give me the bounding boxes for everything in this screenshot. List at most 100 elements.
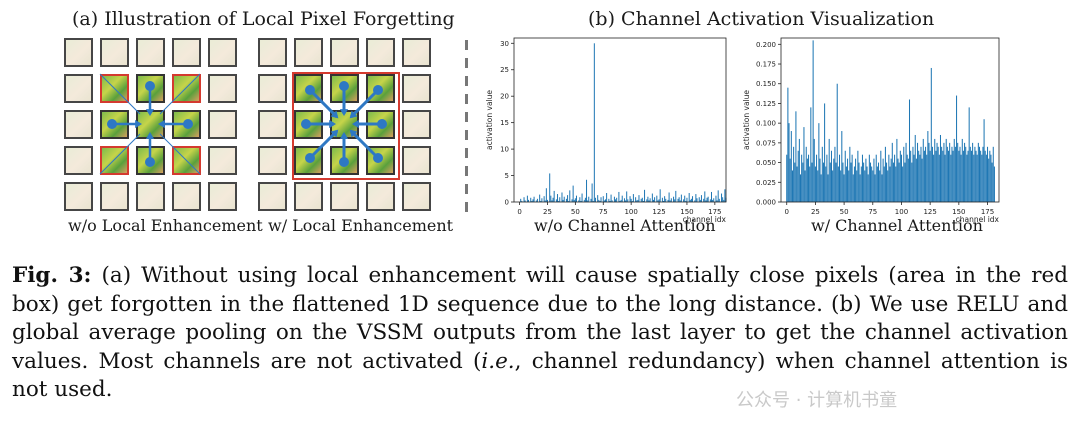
grid-tile: [172, 74, 201, 103]
chart-bar: [879, 170, 881, 202]
chart-bar: [707, 196, 709, 202]
arrow-origin-dot: [377, 119, 387, 129]
y-tick-label: 30: [500, 40, 509, 48]
grid-tile: [402, 146, 431, 175]
arrow-head: [329, 119, 336, 129]
chart-bar: [851, 154, 853, 202]
chart-bar: [863, 162, 865, 202]
x-tick-label: 25: [811, 208, 820, 216]
grid-tile: [100, 146, 129, 175]
chart-bar: [608, 198, 610, 202]
arrow-origin-dot: [373, 85, 383, 95]
chart-bar: [553, 190, 555, 202]
chart-bar: [609, 200, 611, 202]
chart-frame: [780, 37, 1000, 203]
chart-bar: [590, 198, 592, 202]
thin-arrow-line: [99, 133, 141, 175]
y-tick-label: 0.200: [756, 41, 776, 49]
chart-bar: [970, 150, 972, 202]
arrow-line: [350, 130, 380, 160]
chart-bar: [952, 150, 954, 202]
x-tick-label: 150: [952, 208, 965, 216]
chart-bar: [936, 142, 938, 202]
chart-bar: [565, 198, 567, 202]
chart-bar: [907, 158, 909, 202]
separator-dash: [465, 40, 468, 50]
chart-bar: [956, 95, 958, 202]
grid-tile: [330, 38, 359, 67]
chart-bar: [837, 166, 839, 202]
chart-bar: [679, 200, 681, 202]
chart-bar: [652, 199, 654, 202]
chart-bar: [658, 199, 660, 202]
arrow-line: [350, 88, 380, 118]
chart-bar: [972, 142, 974, 202]
chart-bar: [791, 170, 793, 202]
grid-tile: [64, 38, 93, 67]
arrow-head: [330, 129, 339, 138]
chart-bar: [539, 194, 541, 202]
chart-bar: [721, 193, 723, 202]
x-tick-label: 50: [840, 208, 849, 216]
chart-bar: [563, 196, 565, 202]
chart-bar: [669, 200, 671, 202]
thin-arrow-line: [159, 133, 201, 175]
chart-bar: [616, 197, 618, 202]
figure-caption: Fig. 3: (a) Without using local enhancem…: [12, 262, 1068, 405]
arrow-origin-dot: [305, 85, 315, 95]
chart-bar: [861, 154, 863, 202]
chart-bar: [820, 174, 822, 202]
chart-bar: [917, 142, 919, 202]
chart-without-channel-attention: 0 25 50 75 100 125 150 175 0 5 10 15 20 25 30 channel i…: [485, 37, 727, 224]
chart-bar: [844, 150, 846, 202]
x-tick-label: 175: [708, 208, 721, 216]
chart-bar: [803, 127, 805, 202]
chart-bar: [619, 200, 621, 202]
grid-tile: [64, 110, 93, 139]
separator-dash: [465, 94, 468, 104]
chart-bar: [867, 174, 869, 202]
chart-bar: [695, 194, 697, 202]
chart-bar: [977, 142, 979, 202]
chart-bar: [670, 198, 672, 202]
chart-bar: [869, 162, 872, 202]
chart-bar: [561, 192, 563, 202]
chart-bar: [897, 158, 899, 202]
chart-bar: [677, 198, 679, 202]
chart-bar: [843, 174, 845, 202]
chart-bar: [891, 142, 893, 202]
chart-bar: [615, 199, 617, 202]
x-tick-label: 50: [571, 208, 580, 216]
chart-bar: [813, 138, 815, 202]
chart-bar: [822, 162, 824, 202]
chart-bar: [559, 197, 561, 202]
chart-bar: [826, 154, 828, 202]
grid-without-local-enhancement: [64, 38, 240, 214]
caption-label: Fig. 3:: [12, 263, 92, 288]
chart-bar: [900, 154, 902, 202]
chart-bar: [686, 197, 688, 202]
arrow-head: [135, 119, 142, 129]
chart-bar: [575, 195, 577, 202]
chart-bar: [709, 199, 711, 202]
y-tick-label: 0: [505, 199, 509, 207]
chart-bar: [873, 158, 875, 202]
separator-dash: [465, 202, 468, 212]
chart-bar: [880, 150, 882, 202]
chart-bar: [910, 150, 912, 202]
chart-bar: [990, 154, 992, 202]
chart-bar: [552, 197, 554, 202]
arrow-head: [349, 129, 358, 138]
chart-bar: [689, 199, 691, 202]
grid-tile: [208, 146, 237, 175]
chart-bar: [586, 179, 588, 202]
y-axis-label: activation value: [485, 90, 494, 150]
chart-bar: [860, 166, 862, 202]
chart-bar: [694, 200, 696, 202]
chart-bar: [976, 154, 978, 202]
chart-bar: [793, 146, 795, 202]
grid-tile: [208, 182, 237, 211]
chart-bar: [690, 198, 692, 202]
chart-bar: [802, 162, 804, 202]
chart-bar: [992, 146, 994, 202]
